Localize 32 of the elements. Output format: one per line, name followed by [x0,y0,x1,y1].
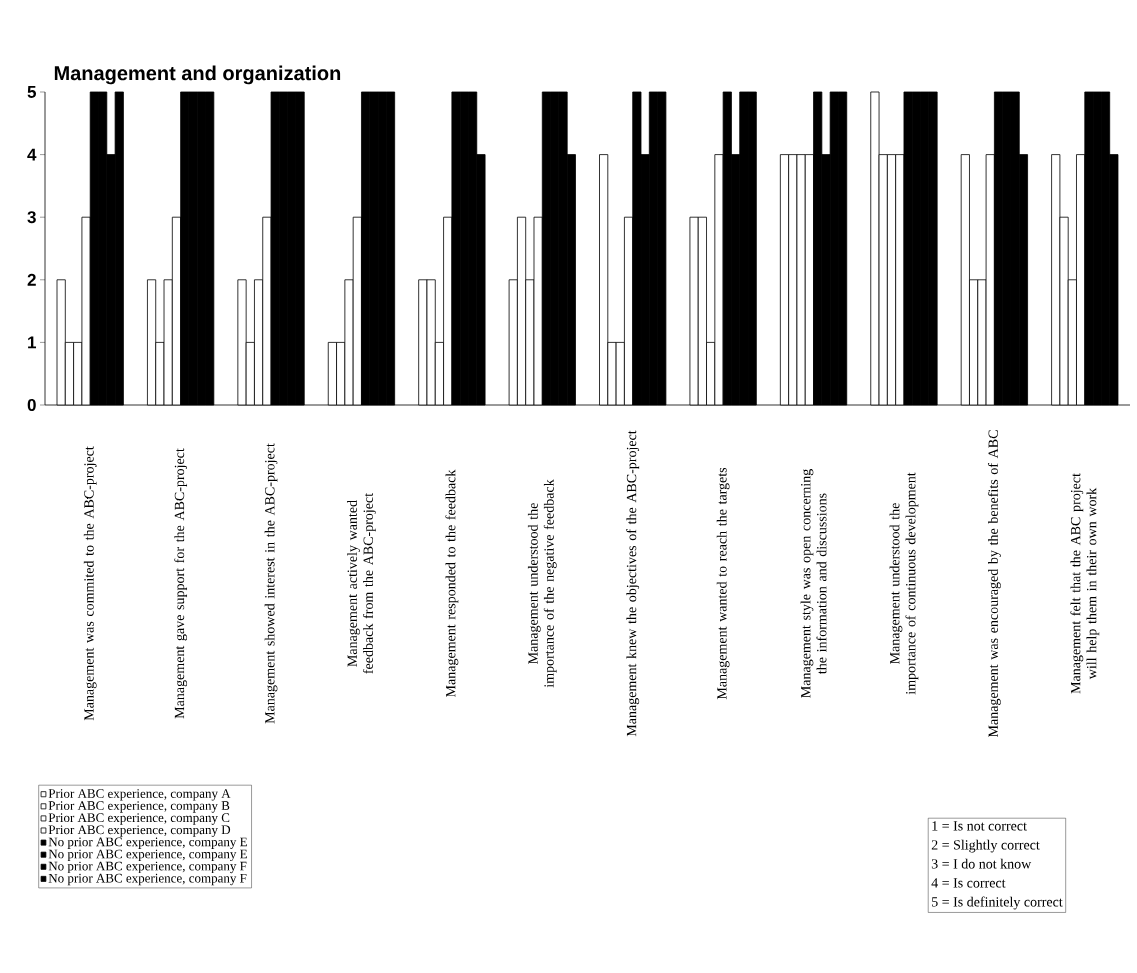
x-tick-label: Management was encouraged by the benefits of ABC [987,430,1001,738]
x-tick-label: Management actively wanted feedback from the ABC-project [347,493,376,674]
x-tick-label: Management style was open concerning the information and discussions [800,469,827,698]
legend-label: Prior ABC experience, company D [48,825,231,837]
legend-label: Prior ABC experience, company C [48,813,230,825]
x-tick-label: Management wanted to reach the targets [716,467,730,700]
legend-label: No prior ABC experience, company F [48,873,247,886]
legend-label: Prior ABC experience, company B [48,801,230,813]
x-tick-label: Management showed interest in the ABC-project [264,443,278,724]
x-tick-label: Management felt that the ABC project will help them in their own work [1070,473,1100,694]
y-tick-label: 3 [27,211,36,224]
x-tick-label: Management responded to the feedback [445,469,459,698]
x-tick-label: Management was commited to the ABC-project [83,446,97,721]
x-tick-label: Management understood the importance of continuous development [889,472,919,695]
y-tick-label: 5 [27,86,37,98]
y-tick-label: 1 [28,336,37,349]
legend-label: No prior ABC experience, company F [48,861,247,874]
legend-label: No prior ABC experience, company E [48,849,247,862]
text: 1 = Is not correct [932,821,1027,831]
x-tick-label: Management gave support for the ABC-project [174,448,188,719]
chart-title: Management and organization [54,65,341,85]
text: 2 = Slightly correct [931,839,1040,853]
x-tick-label: Management understood the importance of the negative feedback [527,479,557,688]
text: 3 = I do not know [931,858,1032,869]
x-tick-label: Management knew the objectives of the ABC-project [626,430,640,737]
y-tick-label: 2 [27,273,36,286]
legend-label: Prior ABC experience, company A [48,789,231,801]
text: 4 = Is correct [931,878,1006,888]
y-tick-label: 4 [27,148,37,161]
text: 5 = Is definitely correct [932,896,1063,910]
legend-label: No prior ABC experience, company E [48,837,247,849]
y-tick-label: 0 [27,398,36,412]
